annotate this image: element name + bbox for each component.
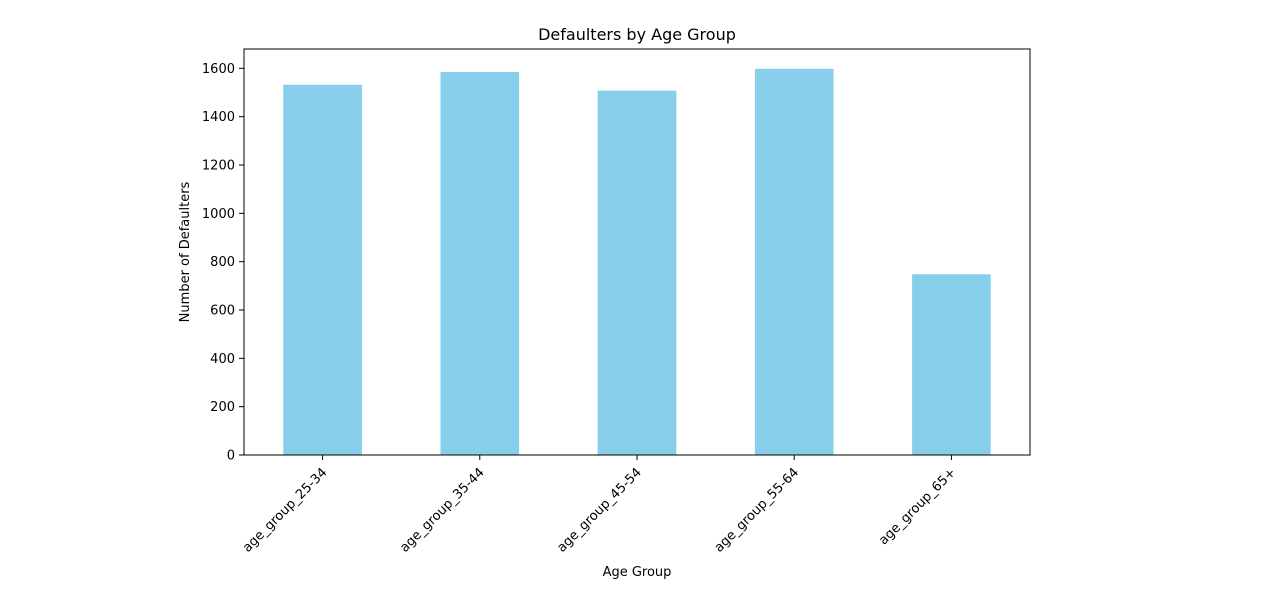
bar-age_group_35-44 [440,71,520,455]
plot-frame [243,48,1031,456]
y-tick-label: 200 [210,400,235,415]
y-tick-label: 1000 [202,207,235,222]
y-tick-label: 1200 [202,159,235,174]
y-tick-label: 600 [210,304,235,319]
x-tick-label: age_group_55-64 [712,465,802,555]
chart-title: Defaulters by Age Group [538,25,736,44]
x-tick-label: age_group_25-34 [240,465,330,555]
bar-age_group_55-64 [754,68,834,456]
bar-age_group_25-34 [283,84,362,456]
bar-age_group_65+ [912,274,991,455]
x-tick-label: age_group_65+ [876,465,959,548]
bars-group [283,68,991,456]
x-tick-label: age_group_45-54 [554,465,644,555]
y-tick-label: 1600 [202,62,235,77]
x-tick-label: age_group_35-44 [397,465,487,555]
y-tick-label: 800 [210,255,235,270]
x-axis: age_group_25-34 age_group_35-44 age_group_… [240,455,959,556]
y-axis-title: Number of Defaulters [178,181,193,322]
y-axis: 0 200 400 600 800 1000 1200 1400 1600 [202,62,244,464]
y-tick-label: 0 [227,449,235,464]
y-tick-label: 1400 [202,110,235,125]
bar-age_group_45-54 [597,90,677,456]
x-axis-title: Age Group [603,565,672,580]
y-tick-label: 400 [210,352,235,367]
